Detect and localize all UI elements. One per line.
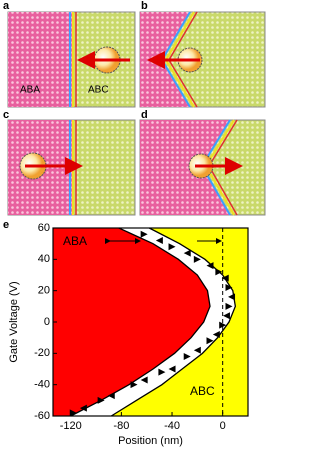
marker [140, 376, 148, 384]
y-tick-label: -60 [34, 410, 50, 422]
marker [206, 337, 214, 345]
figure: a b c d e ABA ABC ABA ABC -120 -80 -40 0 -60 -4… [3, 0, 266, 447]
panel-d [139, 119, 266, 216]
marker [168, 243, 176, 251]
panel-c [7, 119, 136, 216]
panel-b [139, 11, 266, 108]
marker [219, 321, 227, 329]
marker [183, 249, 191, 257]
marker [168, 365, 176, 373]
x-tick-label: -80 [113, 420, 129, 432]
marker [193, 255, 201, 263]
y-axis-label: Gate Voltage (V) [8, 281, 20, 362]
marker [212, 331, 220, 339]
y-tick-label: 0 [44, 316, 50, 328]
marker [97, 396, 105, 404]
panel-label: b [141, 0, 148, 12]
marker [206, 262, 214, 270]
panel-label: a [3, 0, 10, 12]
panel-label: c [3, 109, 9, 121]
marker [225, 284, 233, 292]
aba-region [53, 228, 211, 416]
region-label: ABA [63, 234, 87, 248]
y-tick-label: -20 [34, 347, 50, 359]
marker [69, 409, 77, 417]
plot: ABA ABC -120 -80 -40 0 -60 -40 -20 0 20 40 60 Positio… [8, 222, 249, 447]
marker [183, 352, 191, 360]
region-label: ABC [88, 85, 109, 96]
marker [222, 312, 230, 320]
marker [221, 274, 229, 282]
region-label: ABA [20, 85, 40, 96]
marker [79, 404, 87, 412]
panel-label: e [3, 219, 9, 231]
marker [193, 346, 201, 354]
panel-label: d [141, 109, 148, 121]
panel-a [7, 11, 136, 108]
marker [225, 302, 233, 310]
marker [158, 368, 166, 376]
x-tick-label: -40 [164, 420, 180, 432]
marker [107, 392, 115, 400]
x-tick-label: -120 [60, 420, 82, 432]
marker [140, 230, 148, 238]
y-tick-label: 60 [38, 222, 50, 234]
aba-region-edge [70, 227, 211, 417]
y-tick-label: 40 [38, 253, 50, 265]
y-tick-label: 20 [38, 285, 50, 297]
x-tick-label: 0 [220, 420, 226, 432]
x-axis-label: Position (nm) [118, 435, 183, 447]
marker [228, 293, 236, 301]
white-band-edge [110, 227, 237, 417]
marker [130, 381, 138, 389]
region-label: ABC [190, 384, 215, 398]
marker [215, 268, 223, 276]
y-tick-label: -40 [34, 379, 50, 391]
marker [155, 237, 163, 245]
